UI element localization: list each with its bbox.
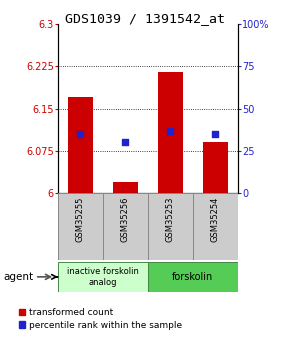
Text: forskolin: forskolin — [172, 272, 213, 282]
Bar — [158, 72, 183, 193]
Point — [168, 128, 173, 134]
Bar — [203, 142, 228, 193]
Text: GDS1039 / 1391542_at: GDS1039 / 1391542_at — [65, 12, 225, 25]
Bar — [58, 193, 103, 260]
Text: GSM35253: GSM35253 — [166, 197, 175, 242]
Bar — [113, 182, 138, 193]
Point — [213, 131, 218, 137]
Text: agent: agent — [3, 272, 33, 282]
Bar — [148, 193, 193, 260]
Bar — [148, 262, 238, 292]
Text: GSM35255: GSM35255 — [76, 197, 85, 242]
Legend: transformed count, percentile rank within the sample: transformed count, percentile rank withi… — [19, 308, 182, 330]
Bar — [58, 262, 148, 292]
Text: GSM35254: GSM35254 — [211, 197, 220, 242]
Bar — [103, 193, 148, 260]
Point — [78, 131, 83, 137]
Point — [123, 140, 128, 145]
Text: GSM35256: GSM35256 — [121, 197, 130, 242]
Text: inactive forskolin
analog: inactive forskolin analog — [67, 267, 139, 287]
Bar — [193, 193, 238, 260]
Bar — [68, 97, 93, 193]
